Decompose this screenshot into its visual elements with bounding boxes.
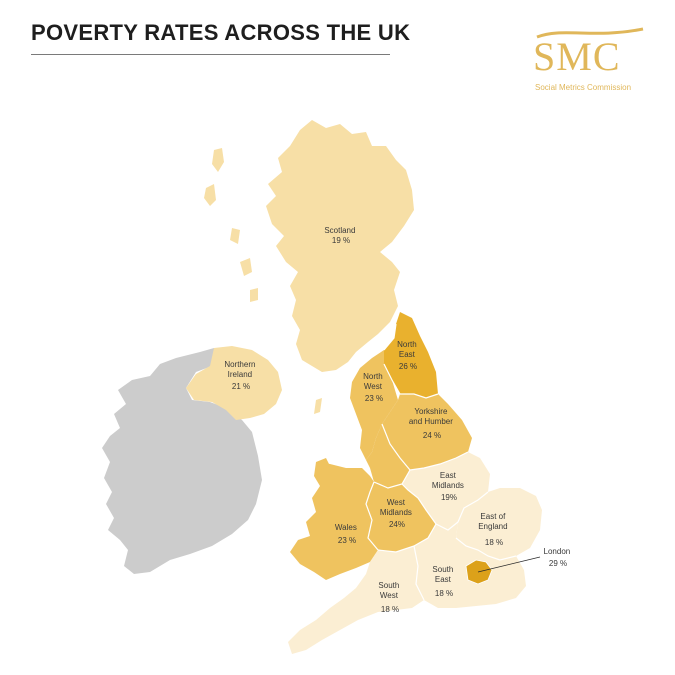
label-wm-line2: Midlands [380, 508, 412, 517]
logo-swoosh-icon [536, 27, 644, 39]
label-london: London 29 % [544, 547, 573, 568]
isle-of-man [314, 398, 322, 414]
label-se-value: 18 % [435, 589, 453, 598]
smc-logo: SMC Social Metrics Commission [533, 25, 648, 97]
label-nw-value: 23 % [365, 394, 383, 403]
label-sw-line2: West [380, 591, 399, 600]
label-yh-value: 24 % [423, 431, 441, 440]
region-yorkshire [382, 394, 472, 470]
region-borders [365, 323, 517, 601]
logo-subtitle: Social Metrics Commission [535, 83, 632, 92]
label-wm-value: 24% [389, 520, 405, 529]
region-north-east [384, 312, 438, 398]
region-east-of-england [456, 488, 542, 560]
page-title: POVERTY RATES ACROSS THE UK [31, 20, 411, 45]
label-west-midlands: West Midlands 24% [380, 498, 414, 529]
label-wales-value: 23 % [338, 536, 356, 545]
label-northern-ireland: Northern Ireland 21 % [224, 360, 257, 391]
label-wales: Wales 23 % [335, 523, 359, 545]
london-leader-line [477, 556, 541, 573]
label-scotland-name: Scotland [324, 226, 355, 235]
region-north-west-south [366, 424, 410, 488]
label-sw-line1: South [378, 581, 399, 590]
label-ee-line1: East of [480, 512, 506, 521]
region-north-west [350, 350, 398, 460]
label-scotland-value: 19 % [332, 236, 350, 245]
label-london-value: 29 % [549, 559, 567, 568]
label-ni-line2: Ireland [228, 370, 252, 379]
label-wales-name: Wales [335, 523, 357, 532]
region-northern-ireland [186, 346, 282, 420]
region-scotland [266, 120, 414, 372]
label-yh-line2: and Humber [409, 417, 453, 426]
region-south-west [288, 546, 424, 654]
label-london-name: London [544, 547, 571, 556]
label-nw-line2: West [364, 382, 383, 391]
label-nw-line1: North [363, 372, 383, 381]
label-ee-line2: England [478, 522, 507, 531]
logo-mark: SMC [533, 34, 621, 79]
label-east-midlands: East Midlands 19% [432, 471, 466, 502]
title-divider [31, 54, 390, 55]
scotland-islands [204, 148, 258, 302]
region-republic-of-ireland [102, 348, 262, 574]
label-em-line2: Midlands [432, 481, 464, 490]
label-south-east: South East 18 % [432, 565, 455, 598]
label-ee-value: 18 % [485, 538, 503, 547]
region-wales [290, 462, 378, 580]
label-wm-line1: West [387, 498, 406, 507]
label-east-of-england: East of England 18 % [478, 512, 510, 547]
label-north-west: North West 23 % [363, 372, 385, 403]
label-em-value: 19% [441, 493, 457, 502]
label-ne-line2: East [399, 350, 416, 359]
label-yorkshire: Yorkshire and Humber 24 % [409, 407, 455, 440]
anglesey [316, 458, 330, 470]
label-south-west: South West 18 % [378, 581, 401, 614]
label-ne-value: 26 % [399, 362, 417, 371]
label-se-line2: East [435, 575, 452, 584]
label-ni-line1: Northern [224, 360, 255, 369]
label-yh-line1: Yorkshire [414, 407, 448, 416]
region-east-midlands [402, 452, 490, 530]
label-ne-line1: North [397, 340, 417, 349]
label-scotland: Scotland 19 % [324, 226, 357, 245]
label-se-line1: South [432, 565, 453, 574]
label-sw-value: 18 % [381, 605, 399, 614]
label-north-east: North East 26 % [397, 340, 419, 371]
label-em-line1: East [440, 471, 457, 480]
label-ni-value: 21 % [232, 382, 250, 391]
